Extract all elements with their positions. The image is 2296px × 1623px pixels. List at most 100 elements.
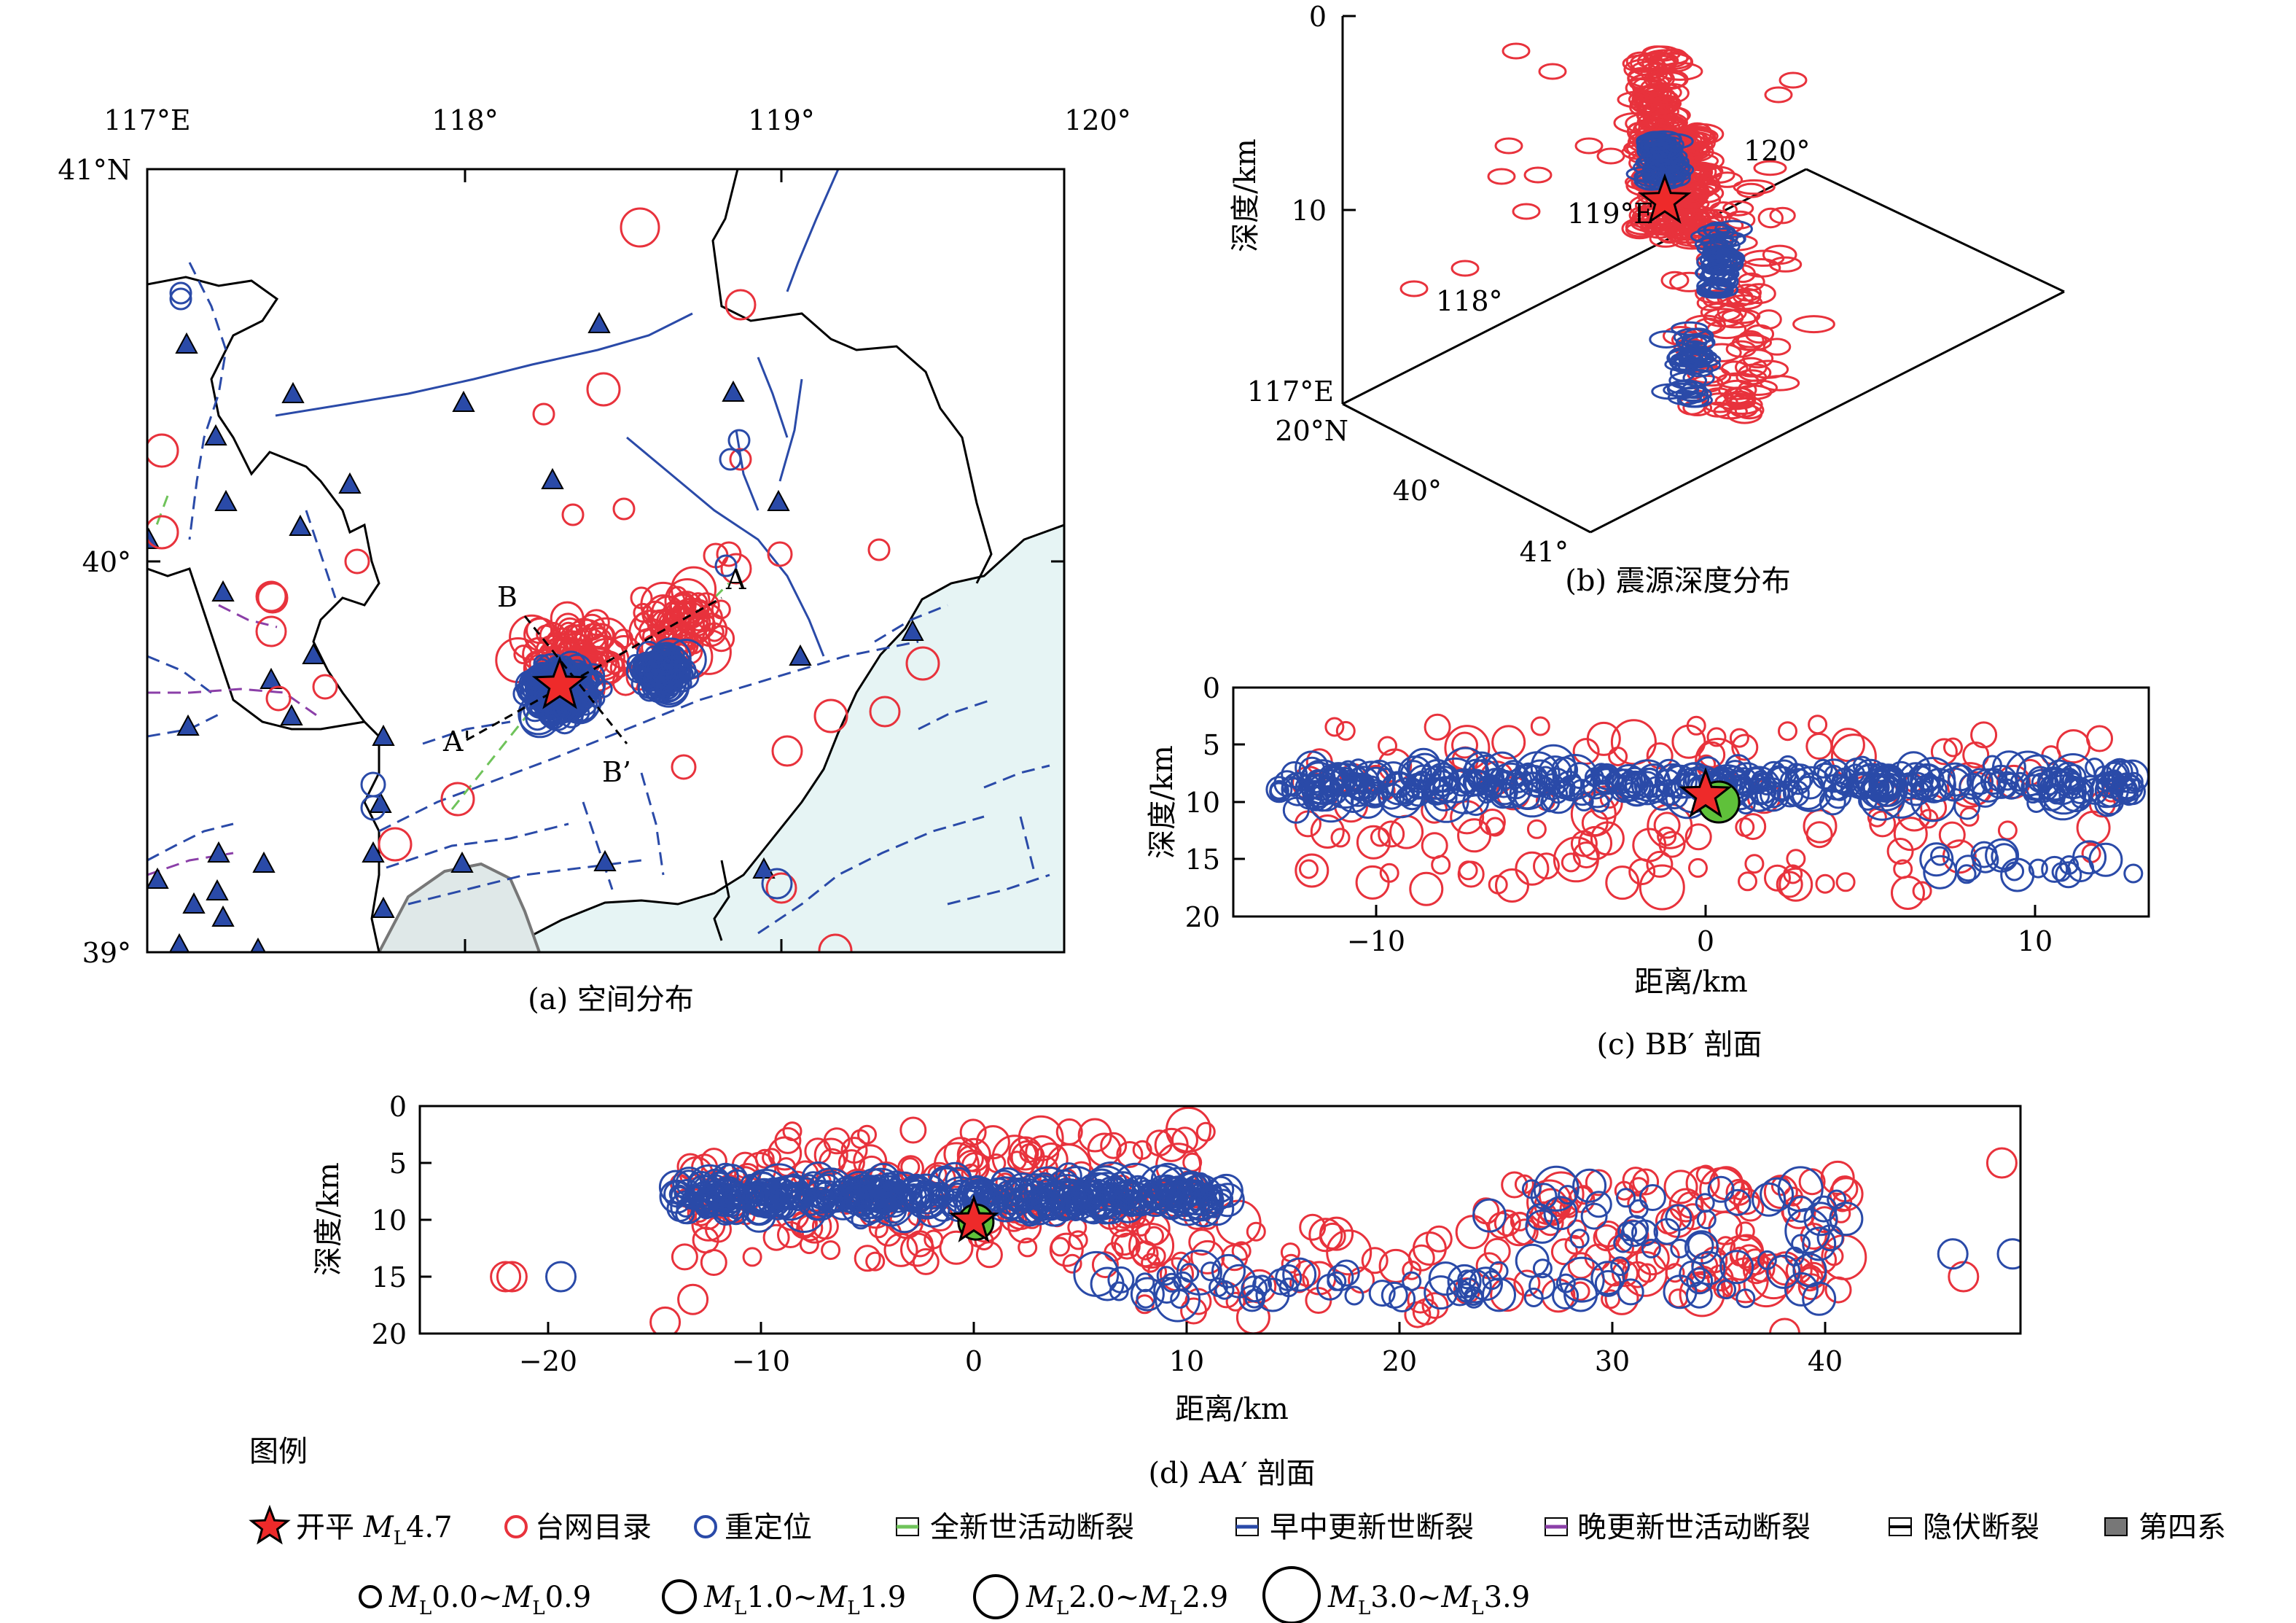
panel-c-relocated-event bbox=[1972, 780, 1999, 808]
panel-d-ytick-15: 15 bbox=[372, 1261, 407, 1293]
panel-b-catalog-event bbox=[1450, 260, 1480, 277]
panel-c-catalog-event bbox=[1530, 716, 1550, 736]
panel-d-catalog-event bbox=[1154, 1127, 1189, 1162]
panel-c-catalog-event bbox=[1893, 817, 1928, 852]
catalog-event bbox=[813, 698, 848, 733]
panel-d-relocated-event bbox=[1176, 1249, 1222, 1296]
panel-d-catalog-event bbox=[857, 1124, 877, 1145]
panel-d-relocated-event bbox=[1572, 1168, 1607, 1203]
panel-d-relocated-event bbox=[1617, 1278, 1644, 1306]
panel-d-relocated-event bbox=[1275, 1264, 1303, 1291]
panel-d-xtick-40: 40 bbox=[1808, 1345, 1843, 1377]
panel-d-catalog-event bbox=[1412, 1231, 1447, 1266]
panel-c-catalog-event bbox=[1561, 852, 1581, 873]
legend-mag3-icon bbox=[1262, 1566, 1321, 1623]
panel-b-catalog-event bbox=[1596, 147, 1625, 165]
panel-b-catalog-event bbox=[1764, 86, 1793, 104]
panel-b-catalog-event bbox=[1703, 401, 1733, 418]
panel-d-relocated-event bbox=[745, 1178, 780, 1213]
panel-d-catalog-event bbox=[1820, 1160, 1855, 1195]
panel-c-relocated-event bbox=[1833, 768, 1854, 788]
panel-b-catalog-event bbox=[1703, 308, 1744, 328]
panel-d-relocated-event bbox=[1558, 1256, 1605, 1303]
panel-c-catalog-event bbox=[1706, 727, 1727, 747]
panel-c-relocated-event bbox=[1505, 769, 1526, 790]
panel-b-relocated-event bbox=[1679, 391, 1710, 408]
coastline-inner bbox=[378, 862, 541, 952]
panel-c-xlabel: 距离/km bbox=[1634, 965, 1748, 999]
panel-c-relocated-event bbox=[1757, 776, 1777, 795]
panel-d-catalog-event bbox=[1621, 1250, 1668, 1297]
panel-c-relocated-event bbox=[2050, 753, 2096, 799]
panel-b-relocated-event bbox=[1702, 265, 1740, 282]
lon-tick-120: 120° bbox=[1064, 104, 1131, 136]
panel-d-relocated-event bbox=[1515, 1243, 1550, 1278]
station-icon bbox=[211, 905, 235, 927]
panel-d-catalog-event bbox=[490, 1261, 522, 1293]
panel-c-relocated-event bbox=[1859, 774, 1894, 809]
legend-mag3: ML3.0~ML3.9 bbox=[1327, 1581, 1530, 1619]
panel-b-catalog-event bbox=[1760, 375, 1800, 392]
panel-d-relocated-event bbox=[1211, 1253, 1246, 1288]
panel-d-catalog-event bbox=[1326, 1229, 1372, 1276]
legend-mag1: ML1.0~ML1.9 bbox=[703, 1581, 906, 1619]
catalog-event bbox=[708, 625, 735, 653]
panel-c-relocated-event bbox=[1462, 758, 1490, 786]
panel-d-relocated-event bbox=[1695, 1193, 1715, 1213]
panel-d-catalog-event bbox=[1566, 1219, 1587, 1239]
panel-d-relocated-event bbox=[1055, 1162, 1082, 1190]
panel-c-catalog-event bbox=[1805, 821, 1833, 849]
panel-d-relocated-event bbox=[722, 1197, 742, 1218]
profile-label-a: A bbox=[725, 564, 746, 596]
relocated-event bbox=[655, 663, 673, 682]
panel-d-relocated-event bbox=[1130, 1277, 1165, 1312]
panel-d-relocated-event bbox=[658, 1169, 693, 1204]
panel-c-catalog-event bbox=[1997, 820, 2018, 841]
panel-d-catalog-event bbox=[1348, 1266, 1375, 1294]
panel-c-relocated-event bbox=[1477, 784, 1497, 804]
panel-c-relocated-event bbox=[1654, 768, 1682, 796]
station-icon bbox=[372, 724, 395, 746]
catalog-event bbox=[378, 827, 413, 862]
legend-mag1-icon bbox=[662, 1579, 697, 1614]
legend-relocated: 重定位 bbox=[725, 1511, 812, 1544]
province-boundary-4 bbox=[713, 860, 730, 941]
panel-d-catalog-event bbox=[1128, 1223, 1175, 1269]
panel-c-catalog-event bbox=[1570, 830, 1598, 857]
panel-d-relocated-event bbox=[1686, 1267, 1714, 1295]
panel-d-relocated-event bbox=[1766, 1254, 1801, 1289]
panel-c-catalog-event bbox=[1299, 859, 1319, 879]
panel-d-catalog-event bbox=[692, 1226, 719, 1254]
panel-d-catalog-event bbox=[754, 1148, 775, 1169]
panel-d-catalog-event bbox=[1116, 1141, 1144, 1168]
catalog-event bbox=[147, 433, 179, 468]
catalog-event bbox=[765, 872, 797, 904]
relocated-event bbox=[660, 663, 685, 688]
panel-d-catalog-event bbox=[1146, 1246, 1166, 1266]
panel-d-relocated-event bbox=[722, 1189, 742, 1210]
profile-label-a-prime: A' bbox=[442, 725, 471, 758]
panel-c-ytick-15: 15 bbox=[1185, 844, 1220, 876]
panel-c-relocated-event bbox=[1622, 770, 1649, 798]
panel-c-catalog-event bbox=[1731, 733, 1759, 761]
panel-b-catalog-event bbox=[1722, 200, 1754, 217]
legend-buried: 隐伏断裂 bbox=[1923, 1511, 2039, 1544]
panel-b-axes bbox=[1341, 15, 2065, 534]
province-boundary-3 bbox=[147, 567, 380, 952]
panel-c-relocated-event bbox=[1361, 781, 1389, 809]
panel-c-relocated-event bbox=[1997, 771, 2018, 791]
panel-d-relocated-event bbox=[762, 1178, 783, 1197]
panel-d-xtick-0: 0 bbox=[965, 1345, 983, 1377]
sea-area bbox=[518, 525, 1064, 952]
panel-b-relocated-events bbox=[1625, 130, 1753, 408]
panel-b-catalog-event bbox=[1753, 160, 1787, 176]
panel-d-relocated-event bbox=[1563, 1277, 1598, 1312]
panel-b-relocated-event bbox=[1700, 233, 1735, 249]
panel-d-catalog-event bbox=[1049, 1232, 1084, 1267]
panel-d-catalog-event bbox=[1501, 1171, 1528, 1199]
relocated-event bbox=[645, 657, 677, 688]
panel-d-relocated-event bbox=[1829, 1202, 1864, 1237]
panel-c-catalog-event bbox=[1605, 865, 1640, 900]
relocated-event bbox=[650, 642, 682, 673]
panel-b-catalog-event bbox=[1741, 258, 1781, 278]
